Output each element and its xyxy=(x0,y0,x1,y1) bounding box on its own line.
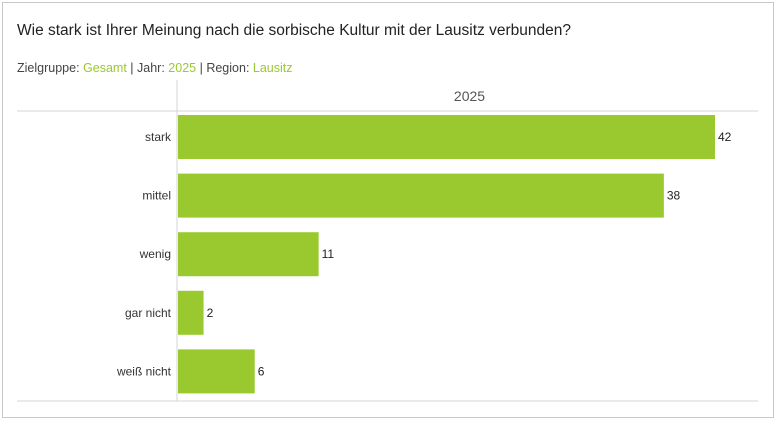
bar xyxy=(178,290,204,335)
category-label: wenig xyxy=(139,247,171,261)
chart-title: Wie stark ist Ihrer Meinung nach die sor… xyxy=(17,22,571,39)
zielgruppe-value[interactable]: Gesamt xyxy=(83,61,127,75)
category-label: mittel xyxy=(142,189,171,203)
bar xyxy=(178,349,255,394)
bar xyxy=(178,115,715,159)
data-label: 38 xyxy=(667,189,681,203)
column-header: 2025 xyxy=(454,88,485,104)
region-value[interactable]: Lausitz xyxy=(252,61,293,75)
jahr-value[interactable]: 2025 xyxy=(168,61,197,75)
filter-summary: Zielgruppe: Gesamt | Jahr: 2025 | Region… xyxy=(17,61,293,75)
data-label: 2 xyxy=(207,306,214,320)
data-label: 11 xyxy=(322,247,335,261)
zielgruppe-label: Zielgruppe: xyxy=(17,61,80,75)
data-label: 6 xyxy=(258,364,265,378)
data-label: 42 xyxy=(718,130,732,144)
bar xyxy=(178,232,319,277)
category-label: stark xyxy=(145,130,172,144)
bar xyxy=(178,173,664,218)
category-label: gar nicht xyxy=(125,306,172,320)
separator: | xyxy=(130,61,134,75)
category-label: weiß nicht xyxy=(116,364,172,378)
region-label: Region: xyxy=(206,61,250,75)
separator: | xyxy=(199,61,203,75)
jahr-label: Jahr: xyxy=(137,61,165,75)
